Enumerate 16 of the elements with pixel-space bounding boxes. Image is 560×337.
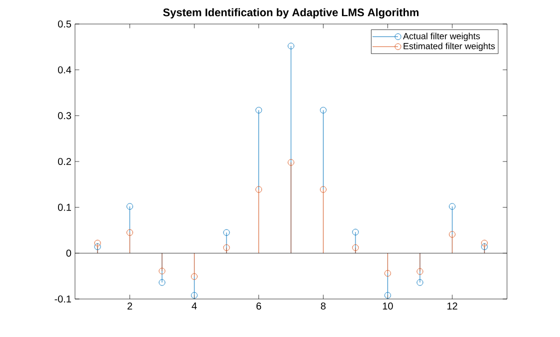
y-tick-label: 0.3	[58, 112, 72, 120]
x-tick-label: 12	[447, 302, 458, 310]
legend-label: Estimated filter weights	[404, 42, 495, 52]
y-tick-label: 0.5	[58, 20, 72, 28]
y-tick-label: 0	[66, 250, 72, 257]
y-tick-label: 0.1	[58, 204, 71, 211]
x-tick-label: 6	[256, 302, 262, 310]
chart-title: System Identification by Adaptive LMS Algorithm	[163, 8, 418, 19]
legend-label: Actual filter weights	[402, 32, 480, 42]
y-tick-label: -0.1	[54, 295, 71, 303]
x-tick-label: 4	[192, 302, 197, 310]
x-tick-label: 2	[128, 302, 132, 310]
x-tick-label: 10	[382, 302, 393, 310]
y-tick-label: 0.2	[58, 158, 71, 166]
y-tick-label: 0.4	[58, 66, 72, 74]
x-tick-label: 8	[320, 302, 326, 310]
